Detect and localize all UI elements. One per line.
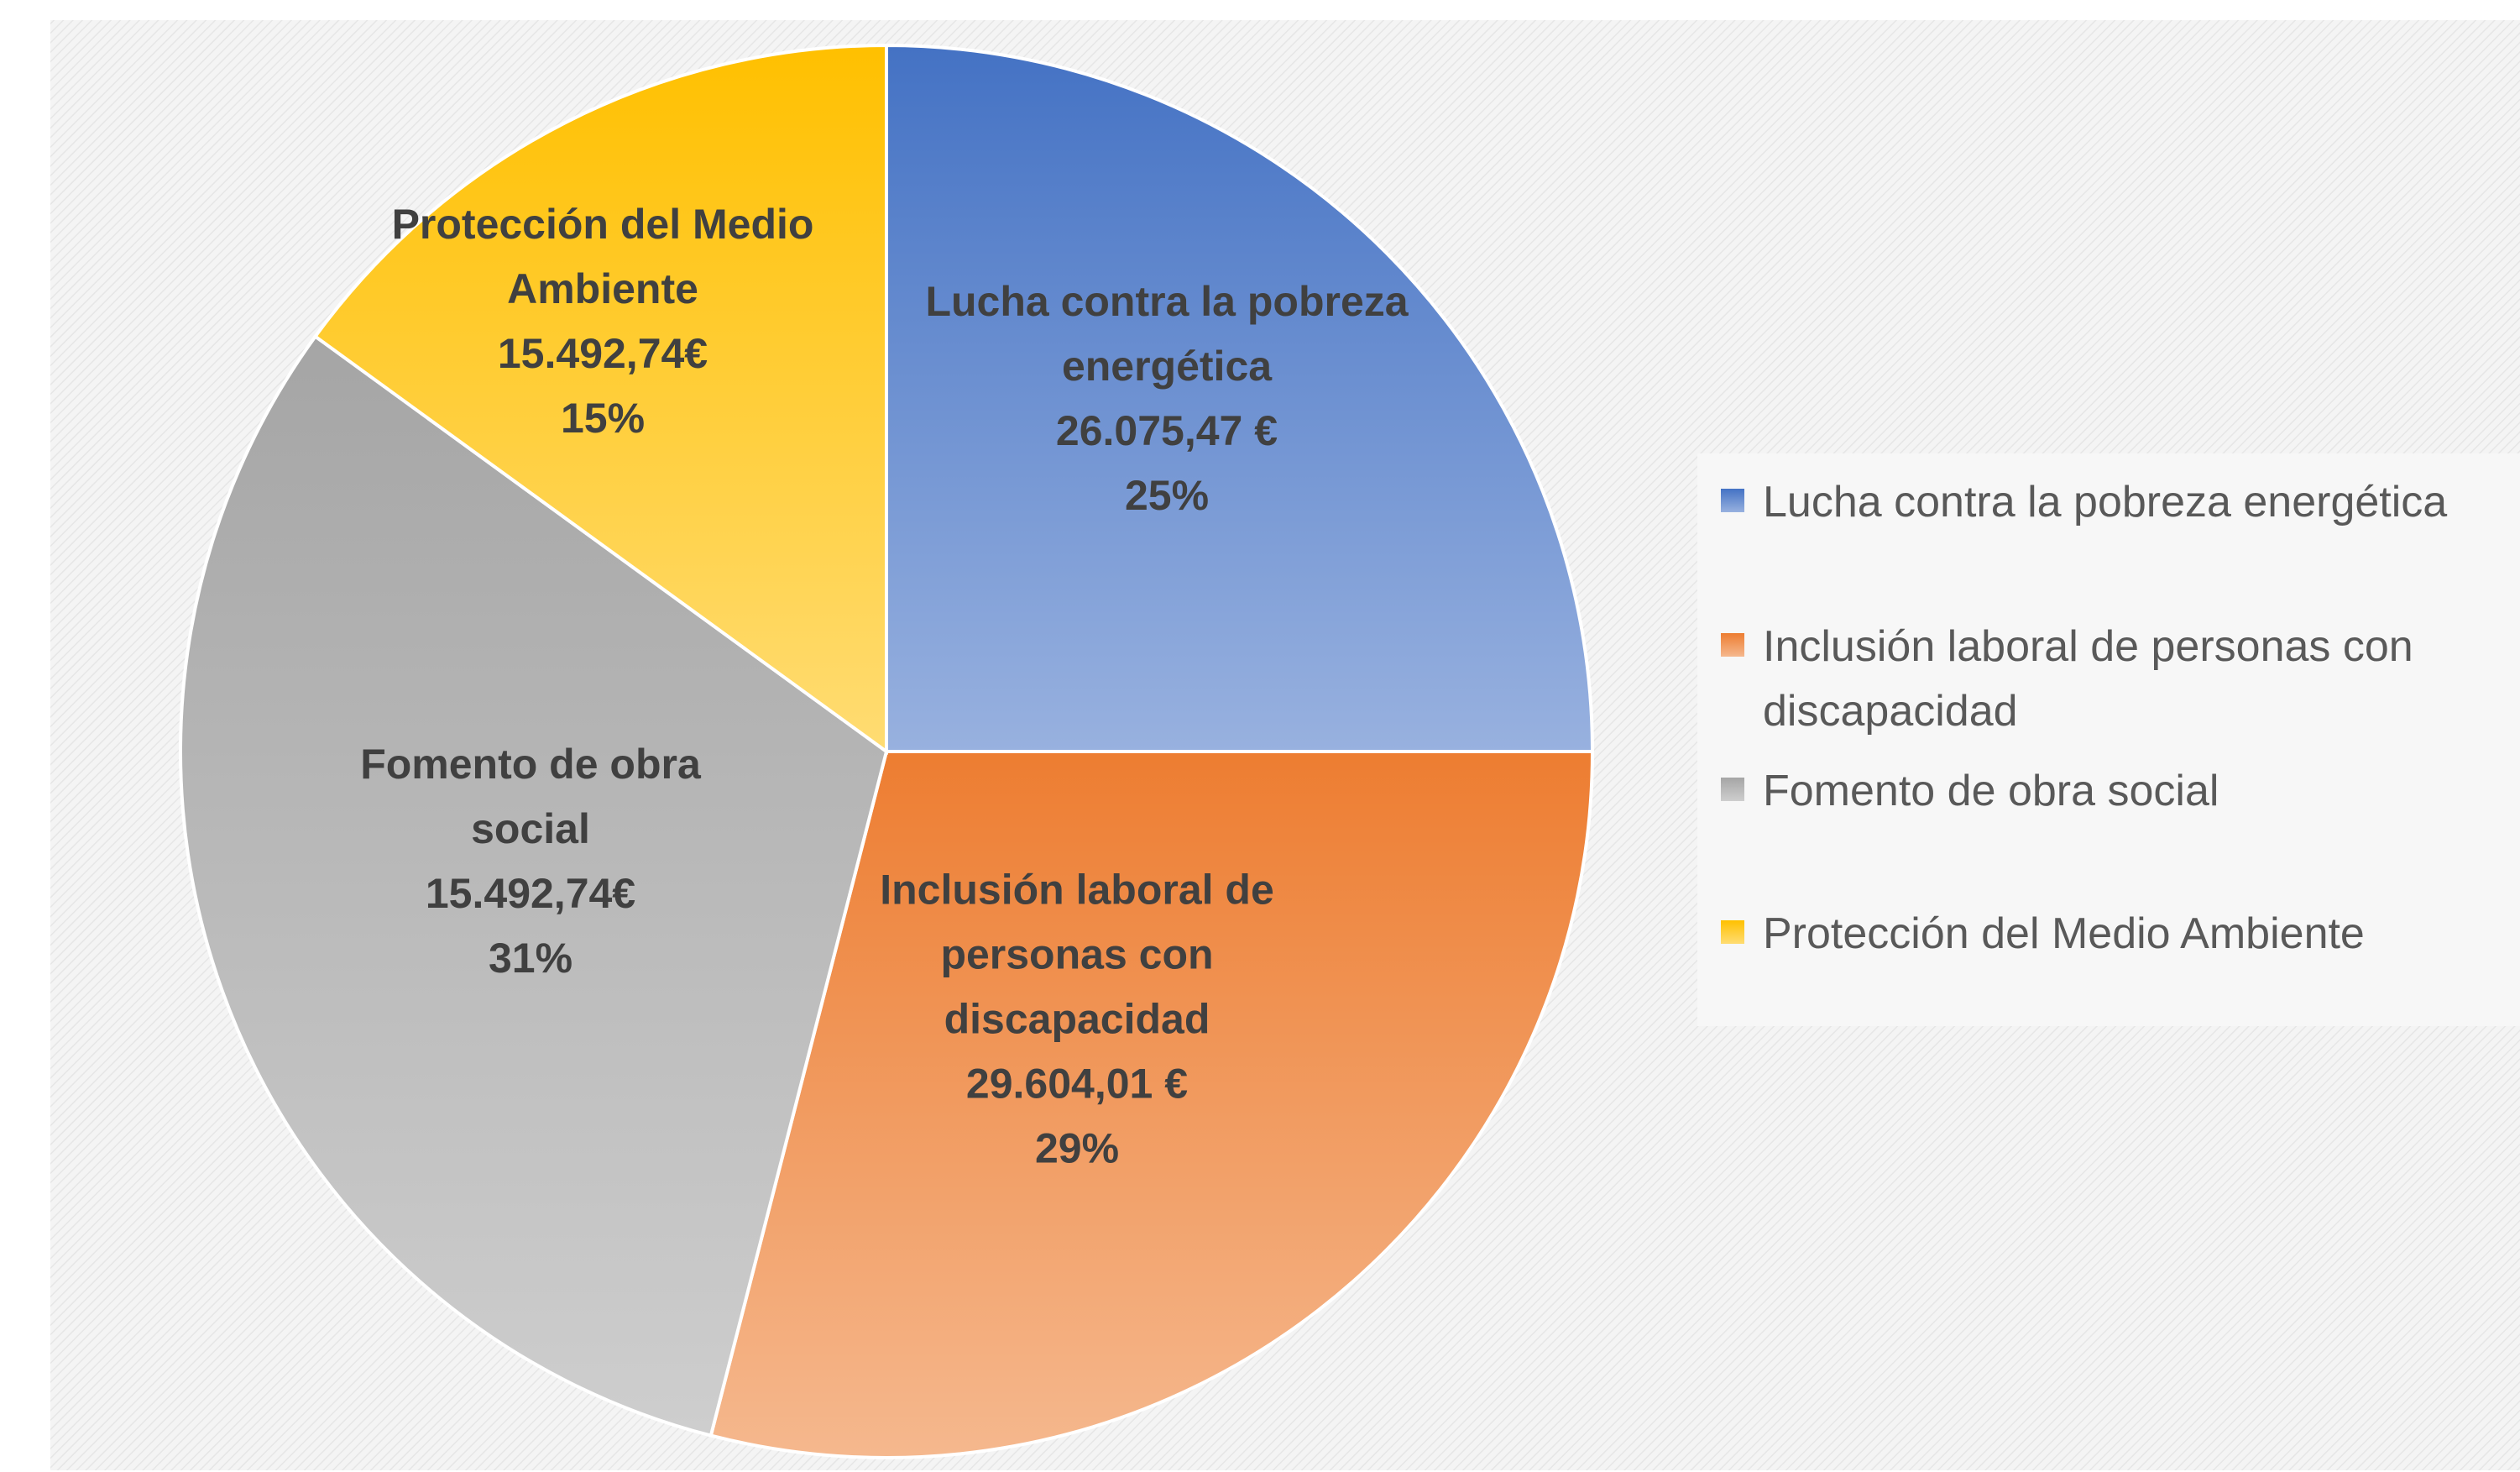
legend-swatch [1721,489,1744,512]
data-label-category: Inclusión laboral de personas con discap… [880,866,1274,1043]
pie-slice [312,43,888,755]
data-label: Inclusión laboral de personas con discap… [842,858,1312,1181]
legend-swatch [1721,920,1744,944]
legend-item: Lucha contra la pobreza energética [1721,470,2518,535]
data-label-percent: 15% [560,395,646,442]
data-label-percent: 31% [488,935,573,982]
legend-label: Lucha contra la pobreza energética [1763,478,2448,526]
data-label-amount: 26.075,47 € [1055,407,1278,454]
data-label: Protección del Medio Ambiente 15.492,74€ 1… [342,192,863,451]
legend-item: Protección del Medio Ambiente [1721,902,2518,966]
data-label-category: Lucha contra la pobreza energética [925,278,1409,390]
legend-item: Fomento de obra social [1721,759,2518,824]
data-label-percent: 29% [1034,1124,1120,1172]
legend-swatch [1721,778,1744,801]
data-label-category: Protección del Medio Ambiente [391,201,814,312]
data-label-amount: 29.604,01 € [965,1060,1189,1108]
legend-swatch [1721,633,1744,657]
data-label-percent: 25% [1124,472,1210,519]
data-label-amount: 15.492,74€ [497,330,708,377]
data-label-amount: 15.492,74€ [425,870,636,917]
legend-label: Inclusión laboral de personas con discap… [1763,622,2413,736]
legend: Lucha contra la pobreza energética Inclus… [1697,453,2520,1026]
pie-slice [885,43,1595,753]
legend-item: Inclusión laboral de personas con discap… [1721,615,2518,744]
pie-slice [179,333,889,1438]
pie-slice [708,750,1595,1459]
legend-label: Protección del Medio Ambiente [1763,909,2365,958]
legend-label: Fomento de obra social [1763,767,2219,815]
data-label: Fomento de obra social 15.492,74€ 31% [329,732,732,991]
data-label: Lucha contra la pobreza energética 26.075… [923,270,1410,528]
data-label-category: Fomento de obra social [360,741,701,852]
